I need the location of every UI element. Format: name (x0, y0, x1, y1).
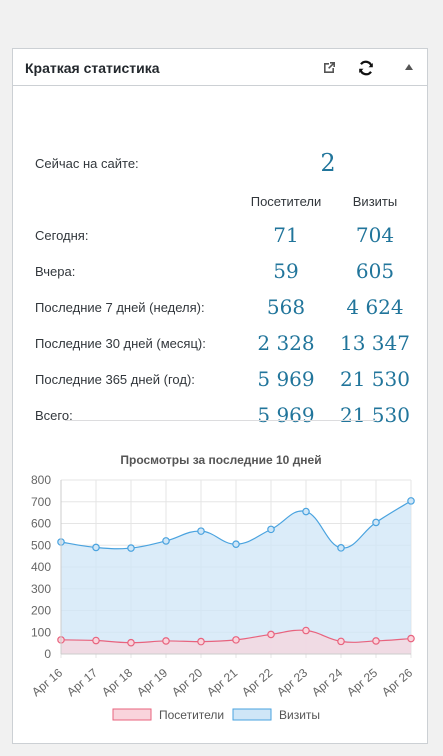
y-tick-label: 0 (44, 647, 51, 661)
widget-title: Краткая статистика (25, 60, 160, 76)
data-point (197, 637, 205, 646)
row-label: Вчера: (35, 264, 76, 279)
visitors-value: 71 (273, 223, 299, 247)
y-tick-label: 100 (31, 625, 51, 639)
row-label: Сегодня: (35, 228, 89, 243)
data-point (127, 544, 135, 552)
visitors-value: 568 (266, 295, 306, 319)
data-point (162, 537, 170, 545)
y-tick-label: 200 (31, 604, 51, 618)
visits-value: 21 530 (340, 367, 410, 391)
x-tick-label: Apr 20 (169, 665, 205, 699)
visits-value: 605 (355, 259, 395, 283)
data-point (127, 638, 135, 647)
visits-value: 4 624 (346, 295, 404, 319)
x-tick-label: Apr 19 (134, 665, 170, 699)
legend-label: Посетители (159, 708, 224, 722)
refresh-icon[interactable] (357, 59, 375, 77)
series-area (61, 500, 411, 654)
y-tick-label: 300 (31, 582, 51, 596)
visitors-value: 5 969 (257, 403, 315, 427)
x-tick-label: Apr 25 (344, 665, 380, 699)
column-header-visits: Визиты (352, 194, 398, 209)
column-header-visitors: Посетители (250, 194, 322, 209)
legend-swatch (112, 708, 152, 721)
y-tick-label: 600 (31, 517, 51, 531)
data-point (92, 636, 100, 645)
x-tick-label: Apr 16 (29, 665, 65, 699)
x-tick-label: Apr 26 (379, 665, 415, 699)
chart-title: Просмотры за последние 10 дней (120, 453, 321, 467)
visitors-value: 5 969 (257, 367, 315, 391)
x-tick-label: Apr 24 (309, 665, 345, 699)
x-tick-label: Apr 22 (239, 665, 275, 699)
legend-swatch (232, 708, 272, 721)
legend-label: Визиты (279, 708, 320, 722)
data-point (302, 626, 310, 635)
visitors-value: 2 328 (257, 331, 315, 355)
y-tick-label: 800 (31, 473, 51, 487)
row-label: Последние 365 дней (год): (35, 372, 195, 387)
x-tick-label: Apr 21 (204, 665, 240, 699)
visitors-value: 59 (273, 259, 299, 283)
visits-value: 21 530 (340, 403, 410, 427)
y-tick-label: 500 (31, 538, 51, 552)
visits-value: 13 347 (340, 331, 410, 355)
external-link-icon[interactable] (321, 60, 337, 76)
visits-value: 704 (355, 223, 395, 247)
data-point (407, 634, 415, 643)
data-point (232, 540, 240, 548)
quick-stats-widget: Краткая статистика Сейчас на сайте: 2 По… (12, 48, 428, 744)
row-label: Последние 7 дней (неделя): (35, 300, 205, 315)
collapse-arrow-icon[interactable] (405, 64, 413, 70)
data-point (372, 518, 380, 527)
data-point (407, 497, 415, 505)
y-tick-label: 400 (31, 560, 51, 574)
online-value: 2 (320, 149, 336, 177)
data-point (162, 637, 170, 645)
row-label: Последние 30 дней (месяц): (35, 336, 206, 351)
x-tick-label: Apr 23 (274, 665, 310, 699)
data-point (267, 525, 275, 534)
data-point (337, 544, 345, 552)
y-tick-label: 700 (31, 495, 51, 509)
data-point (197, 527, 205, 535)
data-point (267, 630, 275, 639)
visits-chart: Просмотры за последние 10 дней 0 100 200 300… (29, 453, 415, 722)
online-label: Сейчас на сайте: (35, 156, 139, 171)
data-point (337, 637, 345, 646)
x-tick-label: Apr 18 (99, 665, 135, 699)
data-point (372, 637, 380, 645)
divider (65, 420, 377, 421)
widget-header: Краткая статистика (13, 49, 427, 86)
x-tick-label: Apr 17 (64, 665, 100, 699)
data-point (302, 507, 310, 516)
row-label: Всего: (35, 408, 73, 423)
data-point (232, 636, 240, 644)
data-point (92, 543, 100, 552)
